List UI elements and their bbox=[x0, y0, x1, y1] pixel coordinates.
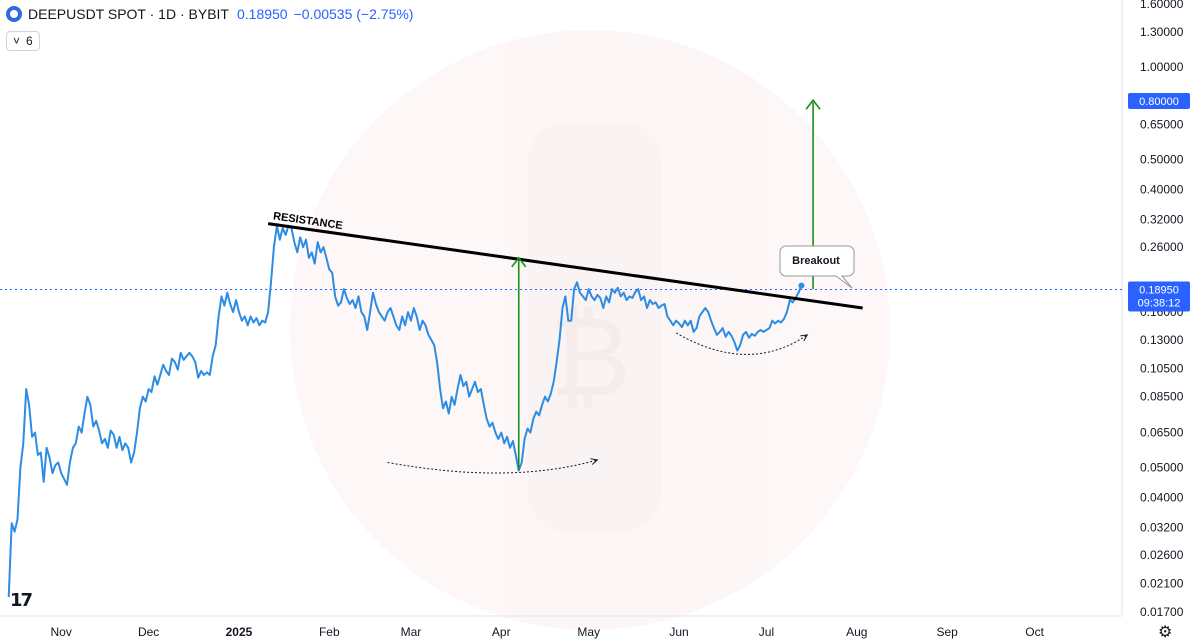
price-tick-label: 1.60000 bbox=[1140, 0, 1184, 11]
time-tick-label: 2025 bbox=[226, 625, 253, 639]
time-tick-label: Dec bbox=[138, 625, 159, 639]
time-tick-label: Nov bbox=[51, 625, 72, 639]
price-tick-label: 0.32000 bbox=[1140, 212, 1184, 226]
header-change: −0.00535 (−2.75%) bbox=[293, 6, 414, 22]
indicators-count: 6 bbox=[26, 34, 33, 48]
bar-countdown: 09:38:12 bbox=[1138, 297, 1181, 309]
last-price-marker bbox=[798, 282, 805, 289]
time-tick-label: Jul bbox=[759, 625, 774, 639]
breakout-label: Breakout bbox=[792, 255, 840, 267]
last-price-value: 0.18950 bbox=[1139, 284, 1179, 296]
rounding-curve-arrowhead bbox=[590, 458, 599, 465]
gear-icon[interactable]: ⚙ bbox=[1158, 624, 1173, 641]
symbol-header[interactable]: DEEPUSDT SPOT · 1D · BYBIT 0.18950 −0.00… bbox=[6, 6, 413, 22]
time-axis[interactable]: Nov Dec 2025 Feb Mar Apr May Jun Jul Aug Sep Oct bbox=[51, 625, 1045, 639]
time-tick-label: Sep bbox=[936, 625, 958, 639]
symbol-title[interactable]: DEEPUSDT SPOT · 1D · BYBIT bbox=[28, 6, 229, 22]
deep-coin-icon bbox=[6, 6, 22, 22]
price-tick-label: 0.26000 bbox=[1140, 240, 1184, 254]
time-tick-label: Mar bbox=[401, 625, 422, 639]
rounding-curve bbox=[675, 332, 808, 355]
target-price-label: 0.80000 bbox=[1128, 93, 1190, 109]
time-tick-label: Oct bbox=[1025, 625, 1044, 639]
price-tick-label: 0.65000 bbox=[1140, 118, 1184, 132]
tradingview-logo-icon[interactable]: 17 bbox=[10, 590, 33, 611]
price-tick-label: 0.04000 bbox=[1140, 491, 1184, 505]
price-tick-label: 0.01700 bbox=[1140, 605, 1184, 619]
price-tick-label: 0.02600 bbox=[1140, 548, 1184, 562]
chevron-down-icon: ˅ bbox=[13, 34, 21, 48]
time-tick-label: Aug bbox=[846, 625, 867, 639]
watermark-bitcoin-logo: ₿ bbox=[290, 30, 890, 630]
price-tick-label: 0.02100 bbox=[1140, 577, 1184, 591]
time-tick-label: Feb bbox=[319, 625, 340, 639]
price-tick-label: 0.03200 bbox=[1140, 520, 1184, 534]
time-tick-label: Jun bbox=[669, 625, 688, 639]
time-tick-label: Apr bbox=[492, 625, 511, 639]
price-tick-label: 0.40000 bbox=[1140, 183, 1184, 197]
price-tick-label: 0.13000 bbox=[1140, 333, 1184, 347]
price-tick-label: 1.30000 bbox=[1140, 25, 1184, 39]
last-price-label: 0.18950 09:38:12 bbox=[1128, 281, 1190, 312]
price-axis[interactable]: 1.60000 1.30000 1.00000 0.65000 0.50000 0.400… bbox=[1140, 0, 1184, 619]
target-arrow-head bbox=[805, 98, 821, 110]
header-price: 0.18950 bbox=[236, 6, 288, 22]
indicators-toggle-button[interactable]: ˅ 6 bbox=[6, 31, 40, 51]
rounding-curve-arrowhead bbox=[800, 334, 809, 342]
breakout-callout[interactable]: Breakout bbox=[779, 245, 855, 289]
price-tick-label: 0.50000 bbox=[1140, 153, 1184, 167]
price-tick-label: 0.05000 bbox=[1140, 461, 1184, 475]
price-tick-label: 1.00000 bbox=[1140, 60, 1184, 74]
resistance-trendline[interactable] bbox=[267, 222, 863, 310]
target-arrow-head bbox=[511, 256, 527, 268]
rounding-curve bbox=[387, 459, 598, 474]
price-tick-label: 0.06500 bbox=[1140, 426, 1184, 440]
price-tick-label: 0.08500 bbox=[1140, 390, 1184, 404]
rounding-bottom-curves bbox=[387, 332, 809, 474]
target-price-value: 0.80000 bbox=[1139, 96, 1179, 108]
time-tick-label: May bbox=[577, 625, 600, 639]
price-line-series bbox=[7, 224, 803, 598]
price-tick-label: 0.10500 bbox=[1140, 361, 1184, 375]
